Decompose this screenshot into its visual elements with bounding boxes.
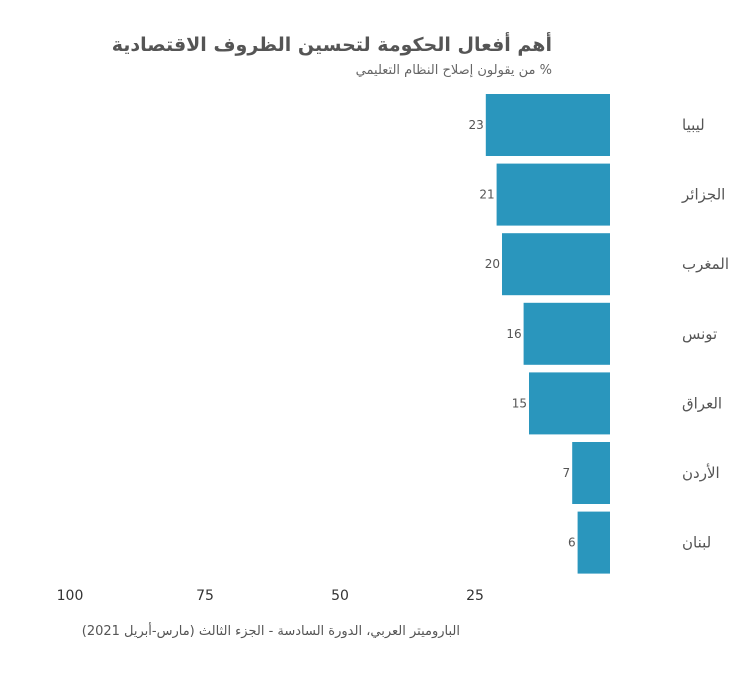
category-label: المغرب (682, 255, 729, 273)
bar (523, 302, 610, 365)
category-label: ليبيا (682, 116, 705, 134)
x-tick-label: 25 (466, 588, 484, 604)
bar (496, 163, 610, 226)
category-label: لبنان (682, 534, 711, 552)
value-label: 23 (469, 118, 484, 132)
x-tick-label: 50 (331, 588, 349, 604)
value-label: 15 (512, 396, 527, 410)
category-label: العراق (682, 394, 722, 412)
bar (502, 233, 610, 296)
x-tick-label: 100 (57, 588, 84, 604)
bar (577, 511, 610, 574)
value-label: 20 (485, 257, 500, 271)
value-label: 16 (506, 327, 521, 341)
category-label: الجزائر (681, 186, 725, 204)
value-label: 7 (563, 466, 571, 480)
value-label: 6 (568, 536, 576, 550)
x-tick-label: 75 (196, 588, 214, 604)
chart-title: أهم أفعال الحكومة لتحسين الظروف الاقتصاد… (111, 34, 552, 56)
category-label: الأردن (682, 463, 720, 482)
source-note: الباروميتر العربي، الدورة السادسة - الجز… (81, 624, 460, 639)
category-label: تونس (682, 325, 717, 343)
chart-subtitle: % من يقولون إصلاح النظام التعليمي (355, 63, 552, 78)
bar (529, 372, 610, 435)
bar (485, 94, 610, 156)
value-label: 21 (479, 188, 494, 202)
bar (572, 442, 610, 504)
